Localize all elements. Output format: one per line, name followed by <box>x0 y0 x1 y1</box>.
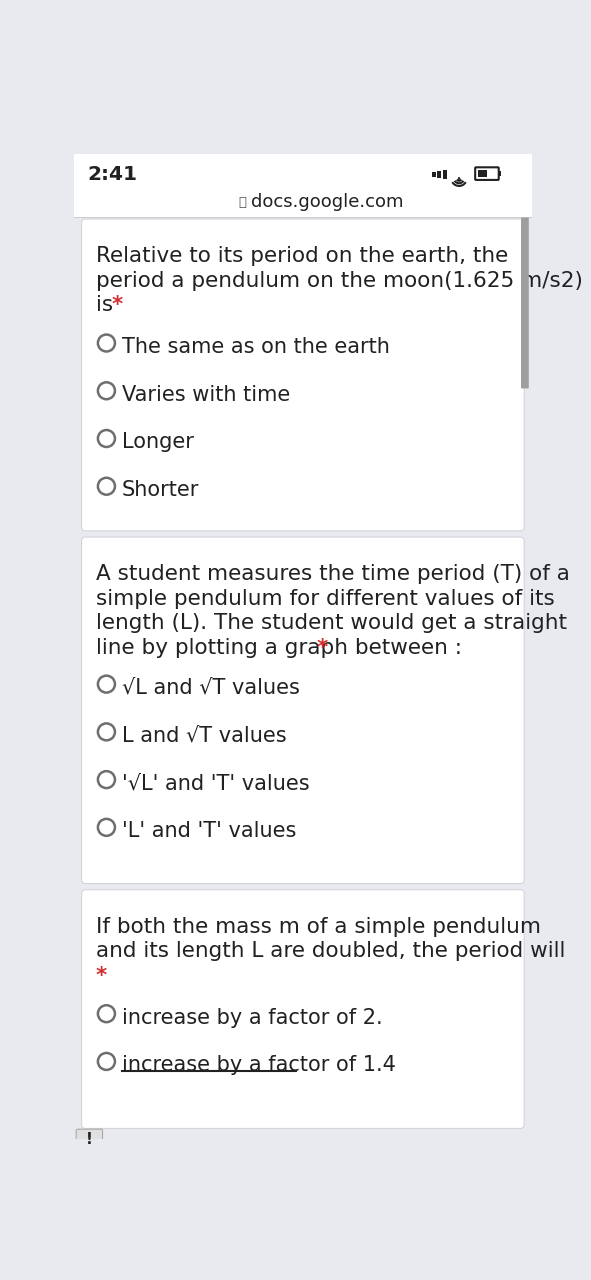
FancyBboxPatch shape <box>437 172 441 178</box>
Text: L and √T values: L and √T values <box>122 726 287 746</box>
Text: *: * <box>111 296 122 315</box>
FancyBboxPatch shape <box>521 218 529 388</box>
Text: *: * <box>317 637 328 658</box>
Text: Shorter: Shorter <box>122 480 199 500</box>
Text: is: is <box>96 296 113 315</box>
FancyBboxPatch shape <box>76 1129 103 1149</box>
Text: Relative to its period on the earth, the: Relative to its period on the earth, the <box>96 246 508 266</box>
Text: 2:41: 2:41 <box>88 165 138 184</box>
Text: 'L' and 'T' values: 'L' and 'T' values <box>122 822 296 841</box>
Text: √L and √T values: √L and √T values <box>122 678 300 698</box>
Text: 🔒: 🔒 <box>238 196 246 209</box>
Text: line by plotting a graph between :: line by plotting a graph between : <box>96 637 469 658</box>
Text: and its length L are doubled, the period will: and its length L are doubled, the period… <box>96 941 565 961</box>
FancyBboxPatch shape <box>74 154 532 216</box>
Text: Longer: Longer <box>122 433 194 452</box>
FancyBboxPatch shape <box>478 170 487 178</box>
FancyBboxPatch shape <box>82 538 524 883</box>
Text: Varies with time: Varies with time <box>122 384 290 404</box>
Text: The same as on the earth: The same as on the earth <box>122 337 390 357</box>
Text: period a pendulum on the moon(1.625 m/s2): period a pendulum on the moon(1.625 m/s2… <box>96 270 583 291</box>
Text: increase by a factor of 1.4: increase by a factor of 1.4 <box>122 1055 396 1075</box>
Text: If both the mass m of a simple pendulum: If both the mass m of a simple pendulum <box>96 916 541 937</box>
Text: docs.google.com: docs.google.com <box>251 193 403 211</box>
Circle shape <box>458 177 460 179</box>
Text: simple pendulum for different values of its: simple pendulum for different values of … <box>96 589 554 609</box>
Text: A student measures the time period (T) of a: A student measures the time period (T) o… <box>96 564 570 584</box>
FancyBboxPatch shape <box>443 170 447 179</box>
FancyBboxPatch shape <box>82 219 524 531</box>
Text: !: ! <box>86 1132 93 1147</box>
FancyBboxPatch shape <box>82 890 524 1129</box>
Text: '√L' and 'T' values: '√L' and 'T' values <box>122 773 310 794</box>
FancyBboxPatch shape <box>475 168 499 180</box>
FancyBboxPatch shape <box>499 172 501 175</box>
Text: increase by a factor of 2.: increase by a factor of 2. <box>122 1007 382 1028</box>
Text: length (L). The student would get a straight: length (L). The student would get a stra… <box>96 613 567 634</box>
FancyBboxPatch shape <box>432 172 436 177</box>
Polygon shape <box>78 1148 86 1152</box>
Text: *: * <box>96 966 107 986</box>
